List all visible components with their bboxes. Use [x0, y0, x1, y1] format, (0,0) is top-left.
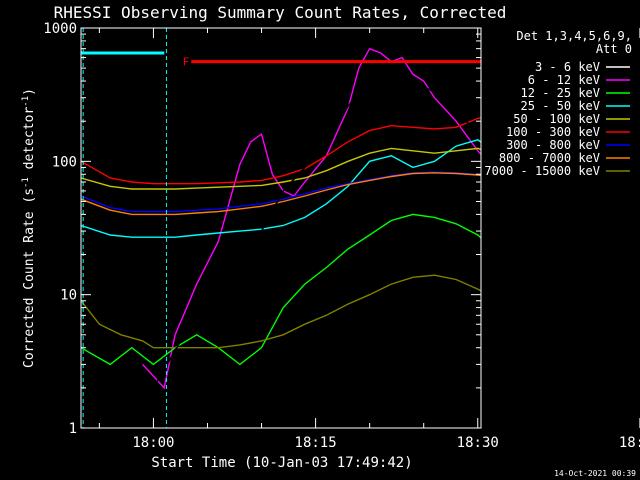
y-axis-label-sup2: -1 — [21, 96, 31, 107]
y-axis-label: Corrected Count Rate (s-1 detector-1) — [21, 88, 37, 368]
x-tick-label: 18:45 — [619, 435, 640, 451]
legend-label: 25 - 50 keV — [521, 99, 600, 113]
legend-label: 12 - 25 keV — [521, 86, 600, 100]
y-tick-label: 1000 — [43, 21, 77, 37]
legend-label: 50 - 100 keV — [513, 112, 600, 126]
y-tick-label: 10 — [60, 288, 77, 304]
legend-label: 7000 - 15000 keV — [484, 164, 600, 178]
marker-layer: NNFS — [81, 28, 481, 428]
legend-label: 300 - 800 keV — [506, 138, 600, 152]
y-axis-label-end: ) — [22, 88, 37, 96]
series-line — [81, 147, 481, 190]
flag-label: F — [183, 56, 190, 69]
x-axis-label: Start Time (10-Jan-03 17:49:42) — [151, 455, 412, 471]
series-line — [81, 139, 481, 238]
legend-header-line2: Att 0 — [596, 42, 632, 56]
chart-title: RHESSI Observing Summary Count Rates, Co… — [54, 3, 507, 22]
series-line — [142, 47, 481, 390]
series-layer — [81, 47, 481, 390]
legend-label: 800 - 7000 keV — [499, 151, 600, 165]
series-line — [81, 116, 481, 185]
plot-frame — [80, 27, 482, 429]
series-line — [152, 74, 481, 389]
series-line — [81, 274, 481, 349]
legend-label: 6 - 12 keV — [528, 73, 600, 87]
legend-label: 3 - 6 keV — [535, 60, 600, 74]
legend-header-line1: Det 1,3,4,5,6,9, — [516, 29, 632, 43]
x-tick-label: 18:30 — [457, 435, 499, 451]
x-tick-label: 18:00 — [132, 435, 174, 451]
x-tick-label: 18:15 — [295, 435, 337, 451]
y-tick-label: 100 — [52, 154, 77, 170]
legend-label: 100 - 300 keV — [506, 125, 600, 139]
series-line — [81, 171, 481, 213]
series-line — [81, 172, 481, 216]
y-axis-label-main: Corrected Count Rate (s — [22, 188, 37, 368]
y-axis-label-mid: detector — [22, 107, 37, 178]
footer-timestamp: 14-Oct-2021 00:39 — [554, 469, 636, 478]
series-line — [81, 213, 481, 366]
y-axis-label-sup1: -1 — [21, 177, 31, 188]
y-tick-label: 1 — [69, 421, 77, 437]
